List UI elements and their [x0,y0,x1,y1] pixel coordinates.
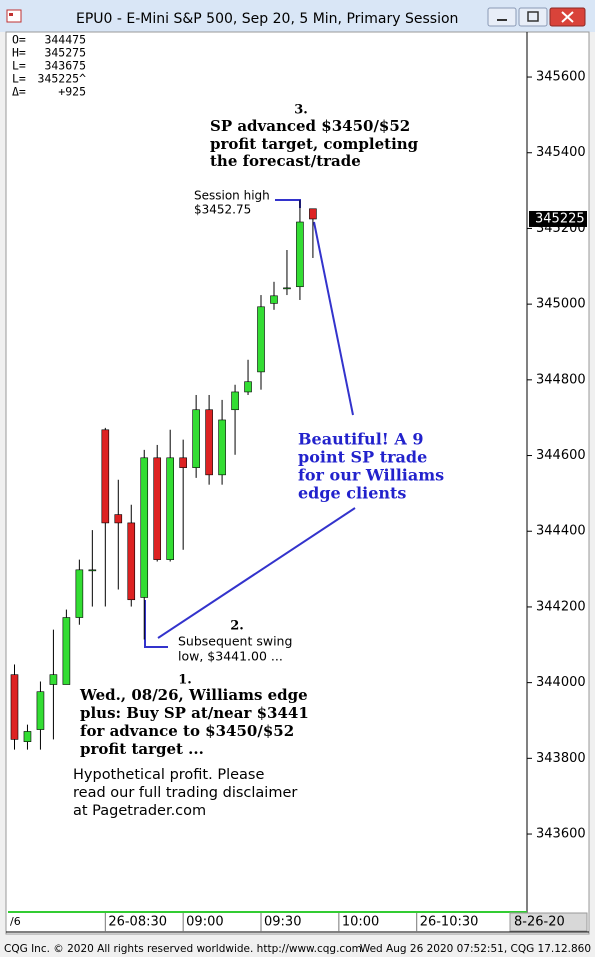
stat-label: L= [12,59,26,73]
candle-body [179,457,187,468]
annotation: for advance to $3450/$52 [80,722,294,740]
candle-body [62,617,71,685]
candle-body [270,295,278,304]
candle-body [49,674,58,685]
footer-left: CQG Inc. © 2020 All rights reserved worl… [4,943,362,955]
stat-value: 343675 [44,59,86,73]
stat-label: O= [12,33,26,47]
y-tick-label: 344000 [536,675,586,690]
candle-body [192,409,200,468]
note-number: 2. [230,619,244,634]
maximize-button[interactable] [518,7,548,27]
candle-body [205,409,213,476]
stat-label: H= [12,46,26,60]
annotation: for our Williams [298,466,444,485]
candle-body [231,391,239,411]
y-tick-label: 345400 [536,145,586,160]
stat-label: L= [12,72,26,86]
y-tick-label: 343600 [536,827,586,842]
disclaimer: Hypothetical profit. Please [73,767,264,783]
y-tick-label: 344400 [536,524,586,539]
app-icon-mark [9,13,13,16]
stats: O= 344475 H= 345275 L= 343675 L= 345225^ Δ= +925 [12,33,86,99]
maximize-icon [527,11,539,22]
x-edge-label: /6 [10,915,21,928]
candle-body [75,569,84,618]
candle-body [10,674,19,740]
note-number: 1. [178,673,192,688]
annotation: profit target ... [80,740,204,758]
annotation: profit target, completing [210,135,419,153]
swing-low-marker [144,600,168,648]
candle-body [23,731,32,742]
minimize-button[interactable] [487,7,517,27]
candle-body [127,522,136,601]
arrow-line [157,507,356,639]
candle-body [166,457,174,560]
x-tick-label: 09:00 [186,915,223,930]
candle-body [283,287,291,290]
x-tick-label: 10:00 [342,915,379,930]
annotation: Session high [194,189,270,203]
candle-body [36,691,45,730]
stat-value: 344475 [44,33,86,47]
window-title: EPU0 - E-Mini S&P 500, Sep 20, 5 Min, Pr… [76,11,458,27]
annotation: edge clients [298,484,406,503]
annotation: Wed., 08/26, Williams edge [79,686,308,704]
annotation: Subsequent swing [178,634,292,649]
footer-right: Wed Aug 26 2020 07:52:51, CQG 17.12.860 [360,943,591,955]
candle-body [88,569,97,572]
last-price-tag [529,210,587,227]
annotation: $3452.75 [194,203,251,217]
y-tick-label: 344200 [536,599,586,614]
y-tick-label: 344600 [536,448,586,463]
annotation: plus: Buy SP at/near $3441 [80,704,309,722]
y-tick-label: 344800 [536,372,586,387]
arrow-line [313,221,354,416]
note-number: 3. [294,103,308,118]
annotation: low, $3441.00 ... [178,649,283,664]
x-tick-label: 26-10:30 [420,915,479,930]
candle-body [114,514,123,524]
annotation: the forecast/trade [210,152,361,170]
stat-value: 345225^ [38,72,87,86]
y-tick-label: 343800 [536,751,586,766]
y-tick-label: 345000 [536,297,586,312]
x-edge-label: 8-26-20 [514,915,565,930]
close-icon [561,11,574,23]
candle-body [257,306,265,373]
candle-body [153,457,162,560]
date-box [509,912,588,932]
x-tick-label: 09:30 [264,915,301,930]
y-tick-label: 345600 [536,70,586,85]
candle-body [309,208,317,220]
candle-body [244,381,252,393]
disclaimer: read our full trading disclaimer [73,785,297,801]
candle-body [101,429,110,524]
stat-value: +925 [58,85,86,99]
candle-body [140,457,149,598]
stat-label: Δ= [12,85,26,99]
candle-body [218,419,226,476]
annotation: Beautiful! A 9 [298,430,423,449]
candle-body [296,221,304,288]
x-tick-label: 26-08:30 [108,915,167,930]
stat-value: 345275 [44,46,86,60]
annotation: SP advanced $3450/$52 [210,117,410,135]
disclaimer: at Pagetrader.com [73,803,206,819]
annotation: point SP trade [298,448,427,467]
last-price-label: 345225 [535,211,585,226]
